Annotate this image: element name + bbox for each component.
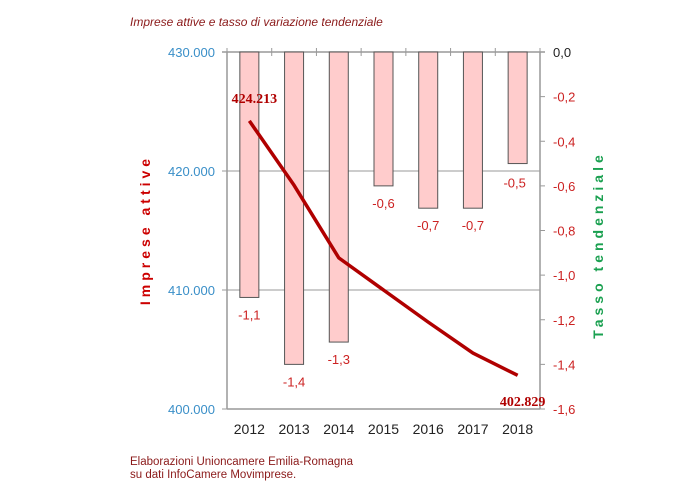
- bar-2017: [462, 51, 483, 209]
- right-tick-label: -1,2: [553, 313, 575, 328]
- right-tick-label: -1,4: [553, 357, 575, 372]
- x-tick-label: 2013: [278, 421, 309, 437]
- bar-data-label: -0,6: [372, 196, 394, 211]
- x-tick-label: 2017: [457, 421, 488, 437]
- x-tick-label: 2016: [413, 421, 444, 437]
- right-tick-label: -1,0: [553, 268, 575, 283]
- right-tick-label: -0,2: [553, 90, 575, 105]
- source-line-2: su dati InfoCamere Movimprese.: [130, 469, 297, 481]
- left-tick-label: 400.000: [168, 402, 215, 417]
- bar-2013: [284, 51, 305, 365]
- x-tick-label: 2018: [502, 421, 533, 437]
- source-note: Elaborazioni Unioncamere Emilia-Romagna …: [130, 456, 353, 482]
- bar-data-label: -1,4: [283, 374, 305, 389]
- right-tick-label: 0,0: [553, 45, 571, 60]
- bar-data-label: -0,5: [503, 176, 525, 191]
- source-line-1: Elaborazioni Unioncamere Emilia-Romagna: [130, 456, 354, 468]
- bar-2018: [507, 51, 528, 165]
- left-tick-label: 430.000: [168, 45, 215, 60]
- right-axis-title: Tasso tendenziale: [590, 151, 606, 339]
- right-tick-label: -1,6: [553, 402, 575, 417]
- chart-title: Imprese attive e tasso di variazione ten…: [130, 15, 383, 29]
- left-tick-label: 410.000: [168, 283, 215, 298]
- bar-data-label: -0,7: [462, 218, 484, 233]
- bar-data-label: -1,1: [238, 307, 260, 322]
- bar-2014: [328, 51, 349, 343]
- x-tick-label: 2015: [368, 421, 399, 437]
- x-tick-label: 2012: [234, 421, 265, 437]
- bar-2012: [239, 51, 260, 298]
- right-tick-label: -0,8: [553, 224, 575, 239]
- x-tick-label: 2014: [323, 421, 354, 437]
- left-tick-label: 420.000: [168, 164, 215, 179]
- bar-data-label: -1,3: [328, 352, 350, 367]
- bar-2015: [373, 51, 394, 187]
- left-axis-title: Imprese attive: [137, 155, 153, 305]
- line-label-last: 402.829: [500, 395, 546, 410]
- bar-data-label: -0,7: [417, 218, 439, 233]
- bar-2016: [418, 51, 439, 209]
- right-tick-label: -0,6: [553, 179, 575, 194]
- right-tick-label: -0,4: [553, 134, 575, 149]
- line-label-first: 424.213: [232, 92, 278, 107]
